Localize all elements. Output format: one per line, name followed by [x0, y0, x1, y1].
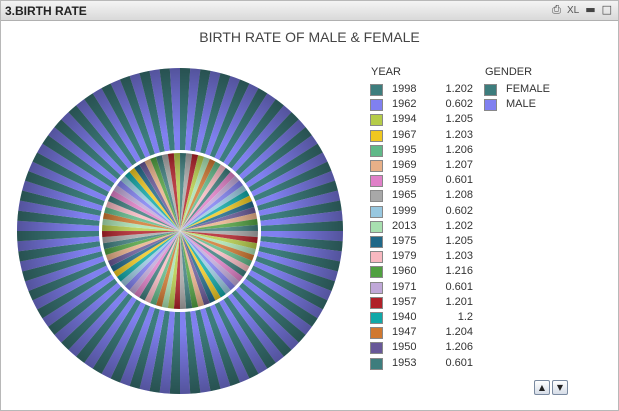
- legend-year-value: 0.601: [445, 356, 473, 369]
- legend-year-label: 1940: [392, 311, 417, 323]
- legend-year-value: 0.602: [445, 204, 473, 217]
- legend-swatch: [484, 99, 497, 112]
- year-legend-item[interactable]: 1947 1.204: [370, 326, 480, 340]
- legend-gender-label: FEMALE: [506, 83, 551, 95]
- legend-year-label: 1965: [392, 189, 417, 202]
- legend-swatch: [370, 160, 383, 172]
- printer-icon[interactable]: ⎙: [552, 3, 561, 16]
- legend-year-label: 1995: [392, 143, 417, 156]
- legend-swatch: [370, 205, 383, 218]
- legend-year-value: 1.205: [445, 235, 473, 247]
- legend-year-value: 0.601: [445, 280, 473, 293]
- year-legend-item[interactable]: 1967 1.203: [370, 129, 480, 143]
- legend-year-value: 0.602: [445, 98, 473, 111]
- legend-year-label: 1979: [392, 250, 417, 263]
- legend-swatch: [370, 175, 383, 188]
- legend-swatch: [370, 220, 383, 233]
- legend-year-value: 1.206: [445, 341, 473, 354]
- legend-year-value: 1.208: [445, 189, 473, 202]
- legend-swatch: [370, 84, 383, 96]
- legend-year-label: 1975: [392, 235, 417, 247]
- legend-year-label: 1947: [392, 326, 417, 339]
- legend-swatch: [370, 342, 383, 355]
- legend-year-label: 2013: [392, 219, 417, 232]
- legend-swatch: [370, 99, 383, 112]
- legend-year-value: 1.203: [445, 128, 473, 141]
- gender-legend-item-male[interactable]: MALE: [484, 98, 564, 112]
- legend-swatch: [370, 251, 383, 264]
- legend-year-label: 1998: [392, 83, 417, 95]
- year-legend-item[interactable]: 1960 1.216: [370, 265, 480, 279]
- window-titlebar[interactable]: 3.BIRTH RATE ⎙ XL ▬ □: [1, 1, 618, 21]
- year-legend-item[interactable]: 1965 1.208: [370, 189, 480, 203]
- year-legend-item[interactable]: 1999 0.602: [370, 205, 480, 219]
- legend-year-label: 1967: [392, 128, 417, 141]
- chevron-up-icon[interactable]: ▲: [534, 380, 550, 395]
- year-legend-item[interactable]: 1975 1.205: [370, 235, 480, 249]
- legend-year-value: 1.216: [445, 265, 473, 278]
- legend-gender-label: MALE: [506, 98, 536, 111]
- legend-year-label: 1959: [392, 174, 417, 187]
- year-legend-item[interactable]: 1953 0.601: [370, 357, 480, 371]
- legend-year-value: 1.206: [445, 143, 473, 156]
- year-legend-item[interactable]: 1998 1.202: [370, 83, 480, 97]
- maximize-icon[interactable]: □: [601, 3, 612, 16]
- gender-legend-header: GENDER: [485, 66, 533, 78]
- chevron-down-icon[interactable]: ▼: [552, 380, 568, 395]
- year-legend-item[interactable]: 1971 0.601: [370, 281, 480, 295]
- year-legend-item[interactable]: 1950 1.206: [370, 341, 480, 355]
- legend-swatch: [370, 327, 383, 340]
- legend-year-value: 1.204: [445, 326, 473, 339]
- legend-swatch: [370, 281, 383, 294]
- year-legend-header: YEAR: [371, 66, 401, 78]
- legend-scroll-buttons: ▲ ▼: [534, 380, 568, 395]
- year-legend-item[interactable]: 1940 1.2: [370, 311, 480, 325]
- year-legend-item[interactable]: 1962 0.602: [370, 98, 480, 112]
- year-legend-item[interactable]: 2013 1.202: [370, 220, 480, 234]
- titlebar-icons: ⎙ XL ▬ □: [552, 3, 612, 17]
- legend-swatch: [370, 266, 383, 279]
- legend-swatch: [370, 296, 383, 309]
- legend-year-label: 1971: [392, 280, 417, 293]
- year-legend-item[interactable]: 1994 1.205: [370, 113, 480, 127]
- export-excel-button[interactable]: XL: [566, 4, 580, 16]
- minimize-icon[interactable]: ▬: [585, 3, 596, 16]
- legend-year-label: 1994: [392, 113, 417, 126]
- year-legend-item[interactable]: 1995 1.206: [370, 144, 480, 158]
- year-legend-item[interactable]: 1969 1.207: [370, 159, 480, 173]
- legend-swatch: [370, 144, 383, 157]
- legend-year-label: 1960: [392, 265, 417, 278]
- year-legend-item[interactable]: 1979 1.203: [370, 250, 480, 264]
- chart-title: BIRTH RATE OF MALE & FEMALE: [199, 29, 420, 45]
- legend-swatch: [370, 236, 383, 248]
- legend-year-label: 1999: [392, 204, 417, 217]
- window-title: 3.BIRTH RATE: [5, 4, 87, 18]
- legend-year-label: 1953: [392, 356, 417, 369]
- legend-year-label: 1957: [392, 295, 417, 308]
- gender-legend-item-female[interactable]: FEMALE: [484, 83, 564, 97]
- inner-year-pie[interactable]: [101, 152, 259, 310]
- legend-year-label: 1962: [392, 98, 417, 111]
- year-legend-item[interactable]: 1957 1.201: [370, 296, 480, 310]
- legend-swatch: [370, 357, 383, 370]
- legend-year-value: 1.202: [445, 83, 473, 95]
- legend-year-value: 0.601: [445, 174, 473, 187]
- year-legend-item[interactable]: 1959 0.601: [370, 174, 480, 188]
- legend-year-value: 1.2: [457, 311, 473, 323]
- legend-swatch: [370, 312, 383, 324]
- legend-swatch: [370, 114, 383, 127]
- legend-swatch: [484, 84, 497, 96]
- legend-year-label: 1969: [392, 159, 417, 171]
- legend-swatch: [370, 129, 383, 142]
- legend-year-label: 1950: [392, 341, 417, 354]
- legend-year-value: 1.201: [445, 295, 473, 308]
- legend-year-value: 1.205: [445, 113, 473, 126]
- legend-swatch: [370, 190, 383, 203]
- legend-year-value: 1.203: [445, 250, 473, 263]
- legend-year-value: 1.207: [445, 159, 473, 171]
- legend-year-value: 1.202: [445, 219, 473, 232]
